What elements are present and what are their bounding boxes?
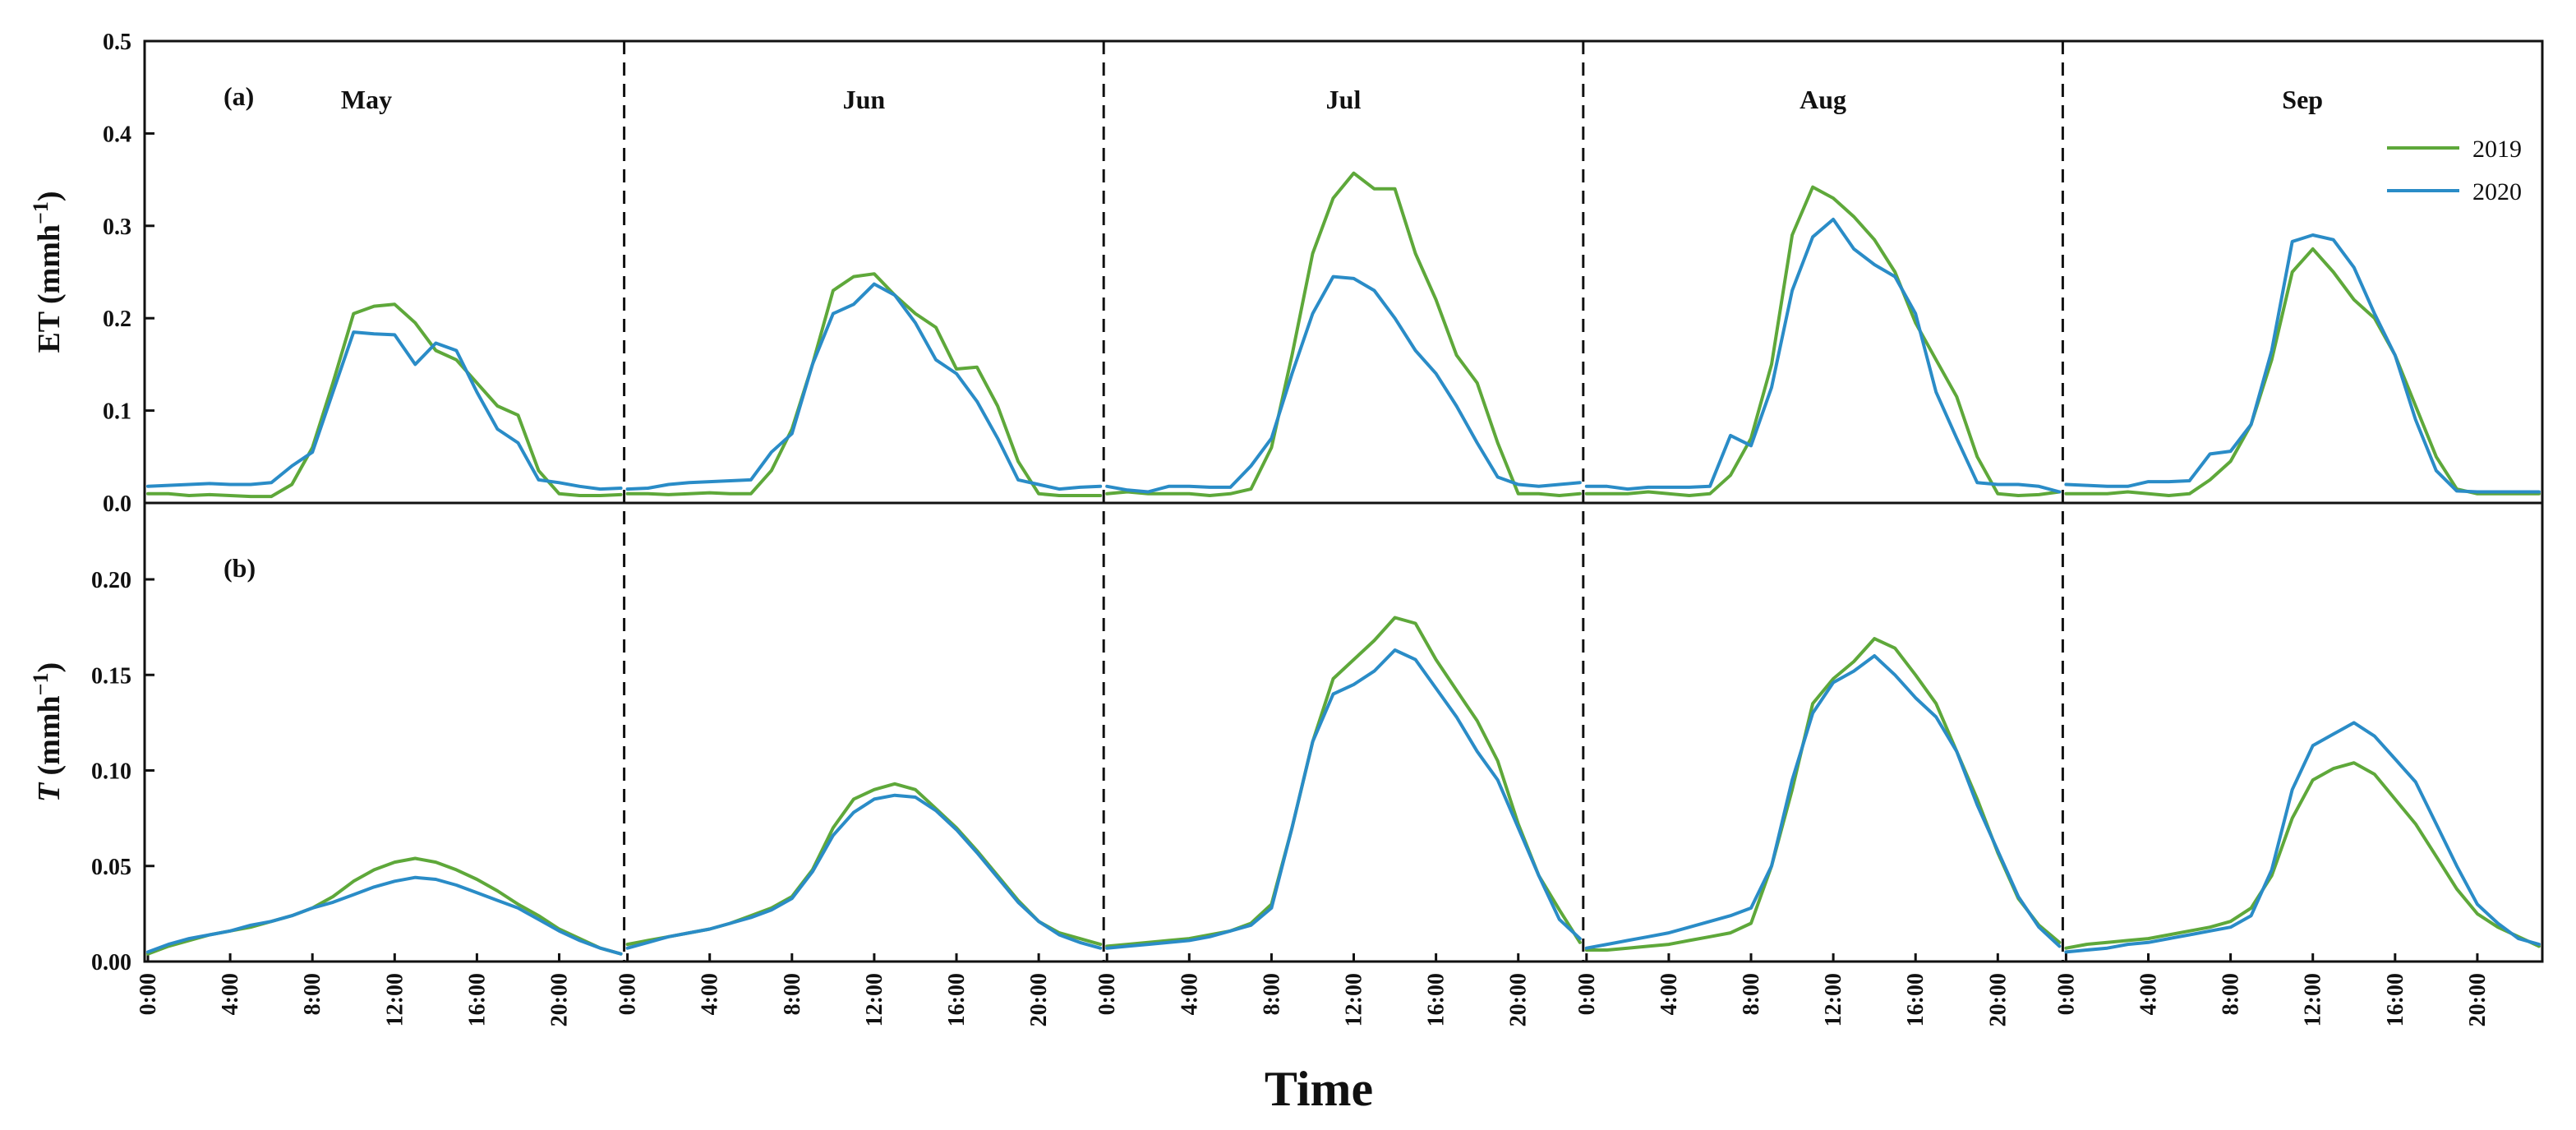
series-line-b-aug-2020 (1584, 654, 2062, 950)
x-tick-label: 16:00 (944, 973, 970, 1026)
x-tick-label: 12:00 (862, 973, 887, 1026)
x-tick-label: 12:00 (1342, 973, 1367, 1026)
series-line-a-sep-2020 (2064, 233, 2541, 494)
x-tick-label: 20:00 (1985, 973, 2011, 1026)
chart-series (146, 171, 2541, 956)
x-tick-label: 0:00 (2053, 973, 2079, 1015)
x-tick-label: 12:00 (2301, 973, 2326, 1026)
series-line-a-jun-2020 (625, 282, 1103, 491)
y-tick-label: 0.0 (103, 491, 131, 517)
y-tick-label: 0.20 (91, 568, 131, 593)
x-tick-label: 20:00 (2465, 973, 2491, 1026)
series-line-b-sep-2020 (2064, 721, 2541, 954)
x-tick-label: 4:00 (218, 973, 243, 1015)
y-axis-title-b: T (mmh−1) (29, 662, 67, 802)
x-tick-label: 8:00 (780, 973, 805, 1015)
x-tick-label: 0:00 (1574, 973, 1600, 1015)
chart-frames (143, 39, 2544, 963)
x-tick-label: 0:00 (615, 973, 641, 1015)
series-line-a-may-2020 (146, 330, 623, 491)
x-tick-label: 4:00 (2136, 973, 2162, 1015)
x-tick-label: 8:00 (300, 973, 325, 1015)
x-tick-label: 8:00 (2219, 973, 2244, 1015)
series-line-a-sep-2019 (2064, 247, 2541, 497)
month-label-aug: Aug (1800, 85, 1846, 114)
month-label-jul: Jul (1326, 85, 1362, 114)
x-tick-label: 4:00 (698, 973, 723, 1015)
y-tick-label: 0.15 (91, 663, 131, 689)
series-line-b-jun-2019 (625, 782, 1103, 947)
series-line-a-jun-2019 (625, 272, 1103, 497)
series-line-b-may-2020 (146, 875, 623, 956)
series-line-b-jul-2019 (1105, 616, 1582, 948)
month-label-jun: Jun (843, 85, 886, 114)
series-line-a-aug-2020 (1584, 217, 2062, 494)
series-line-a-aug-2019 (1584, 185, 2062, 497)
x-tick-label: 0:00 (1094, 973, 1120, 1015)
x-tick-label: 4:00 (1177, 973, 1202, 1015)
x-tick-label: 0:00 (136, 973, 161, 1015)
month-label-sep: Sep (2282, 85, 2323, 114)
y-tick-label: 0.05 (91, 855, 131, 880)
series-line-b-jun-2020 (625, 793, 1103, 950)
series-line-b-jul-2020 (1105, 648, 1582, 950)
series-line-b-sep-2019 (2064, 761, 2541, 950)
series-line-b-may-2019 (146, 856, 623, 956)
chart-text: 0.0 0.1 0.2 0.3 0.4 0.5 ET (mmh−1) (a) 0.00 0.05 0… (29, 30, 2522, 1116)
panel-frame-b (143, 501, 2544, 963)
x-tick-label: 16:00 (2383, 973, 2408, 1026)
x-axis-title: Time (1265, 1062, 1373, 1116)
series-line-a-jul-2019 (1105, 171, 1582, 497)
panel-label-a: (a) (223, 81, 254, 111)
x-tick-label: 4:00 (1657, 973, 1682, 1015)
legend-label-2019: 2019 (2472, 136, 2522, 163)
series-line-a-jul-2020 (1105, 274, 1582, 494)
y-axis-title-a: ET (mmh−1) (29, 191, 67, 353)
y-tick-label: 0.1 (103, 399, 131, 425)
x-tick-label: 16:00 (1424, 973, 1449, 1026)
panel-label-b: (b) (223, 553, 256, 583)
x-tick-label: 20:00 (1026, 973, 1052, 1026)
y-tick-label: 0.2 (103, 307, 131, 332)
y-tick-label: 0.00 (91, 950, 131, 975)
y-tick-label: 0.4 (103, 122, 131, 147)
y-tick-label: 0.5 (103, 30, 131, 55)
series-line-a-may-2019 (146, 302, 623, 499)
y-tick-label: 0.10 (91, 759, 131, 785)
x-tick-label: 16:00 (1903, 973, 1929, 1026)
x-tick-label: 16:00 (464, 973, 490, 1026)
x-tick-label: 20:00 (547, 973, 573, 1026)
x-tick-label: 8:00 (1739, 973, 1764, 1015)
legend-label-2020: 2020 (2472, 178, 2522, 205)
x-tick-label: 20:00 (1506, 973, 1532, 1026)
x-tick-label: 8:00 (1259, 973, 1284, 1015)
month-label-may: May (341, 85, 392, 114)
x-tick-label: 12:00 (1821, 973, 1846, 1026)
series-line-b-aug-2019 (1584, 637, 2062, 952)
x-tick-label: 12:00 (382, 973, 408, 1026)
y-tick-label: 0.3 (103, 214, 131, 240)
